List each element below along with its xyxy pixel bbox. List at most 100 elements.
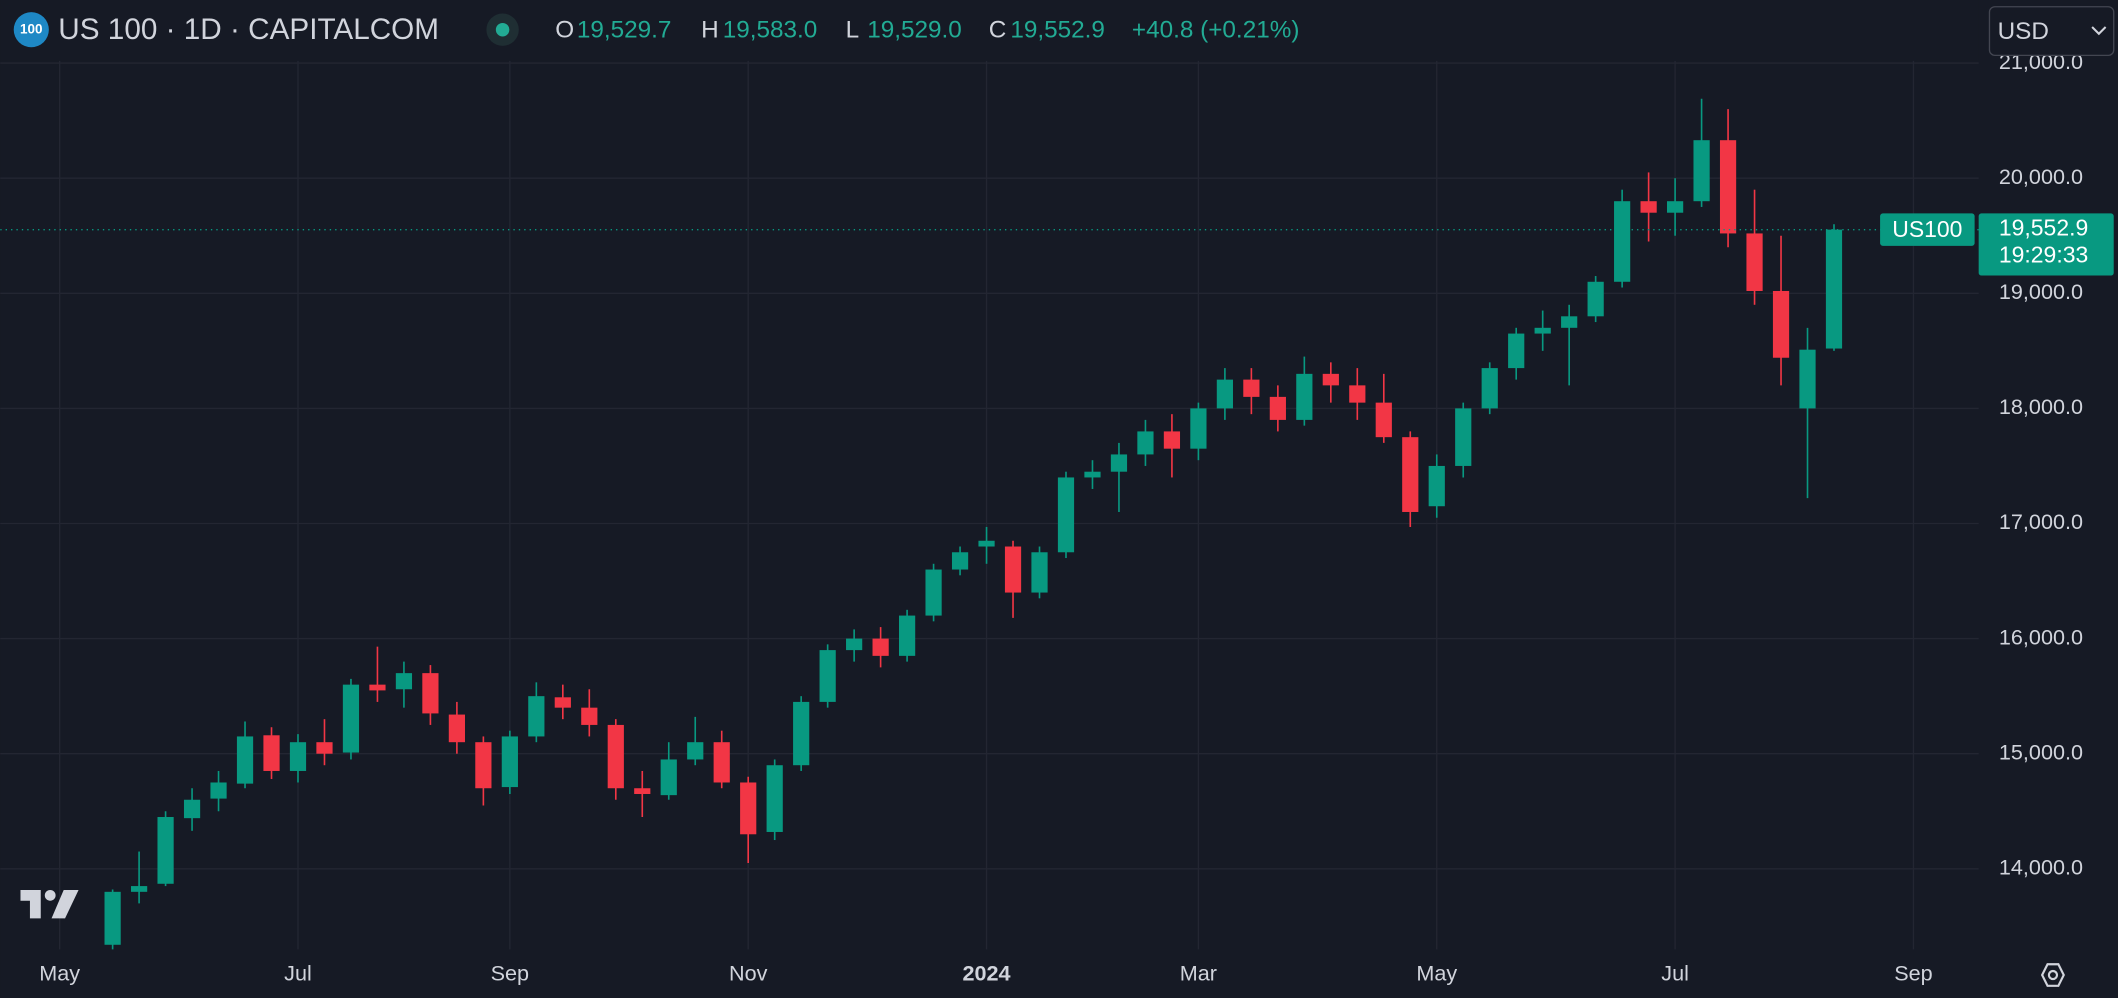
candle-body [1772,290,1790,358]
candle-body [1190,408,1207,449]
candle-body [872,638,889,656]
candle-body [395,673,413,690]
ohlc-value: 19,583.0 [723,16,818,43]
symbol-title[interactable]: US 100 · 1D · CAPITALCOM [58,13,439,46]
candle-body [634,788,651,794]
y-tick-label: 19,000.0 [1999,279,2083,304]
ohlc-key: O [555,16,574,43]
ohlc-value: 19,552.9 [1010,16,1105,43]
currency-label[interactable]: USD [1998,18,2049,45]
ohlc-key: C [989,16,1007,43]
candle-body [1455,408,1472,466]
candle-body [1481,368,1498,409]
candle-body [1243,379,1260,397]
ohlc-key: H [701,16,719,43]
candle-body [819,650,836,702]
candle-body [342,684,360,753]
candle-body [1614,201,1631,282]
candle-body [1163,431,1181,449]
settings-icon[interactable] [2040,963,2065,987]
y-tick-label: 18,000.0 [1999,394,2083,419]
candle-body [422,673,439,714]
y-tick-label: 17,000.0 [1999,509,2083,534]
candle-body [1402,437,1419,512]
price-tag [1978,213,2114,276]
tv-logo [20,889,79,919]
candle-body [1349,385,1366,403]
candle-body [1693,140,1710,202]
candle-body [1137,431,1154,455]
x-tick-label: Jul [284,961,312,986]
candle-body [316,742,333,754]
x-tick-label: Mar [1180,961,1217,986]
candle-body [1799,349,1816,409]
candle-body [687,742,704,760]
candle-body [1004,546,1022,593]
candle-body [1375,402,1392,438]
candle-body [501,736,518,788]
badge-text: 100 [20,21,43,36]
candle-body [369,684,386,691]
candle-body [1508,333,1525,369]
symbol-tag [1880,213,1975,246]
candle-body [1296,373,1313,420]
candle-body [1031,552,1048,593]
candle-body [528,696,545,737]
price-tag-value: 19,552.9 [1999,215,2088,241]
price-countdown: 19:29:33 [1999,242,2088,268]
candle-body [1428,465,1445,507]
candle-body [1666,201,1684,213]
header-bg [0,0,1979,61]
candle-body [104,891,121,945]
candle-body [951,552,969,570]
change: +40.8 (+0.21%) [1132,16,1300,43]
candle-body [1719,140,1737,234]
x-tick-label: 2024 [963,961,1011,986]
candle-body [1269,396,1286,420]
axes: 14,000.0 15,000.0 16,000.0 17,000.0 18,000.0… [39,49,2114,986]
candle-body [1825,229,1843,349]
ohlc-value: 19,529.7 [577,16,672,43]
candle-body [157,817,174,884]
candle-body [846,638,863,651]
candle-body [713,742,730,783]
y-tick-label: 14,000.0 [1999,855,2083,880]
candle-body [289,742,307,771]
symbol-badge [13,12,49,48]
currency-caret [2091,26,2107,36]
x-tick-label: Sep [491,961,529,986]
candle-body [1322,373,1339,386]
candle-body [554,697,571,708]
candle-body [130,886,148,892]
currency-button[interactable] [1988,6,2115,57]
x-tick-label: Jul [1661,961,1689,986]
candle-body [448,714,465,743]
candle-body [660,759,677,796]
candle-body [978,540,995,547]
candle-body [1561,316,1578,328]
x-tick-label: May [39,961,80,986]
status-dot [495,22,510,37]
candle-body [581,707,598,725]
candle-body [183,799,201,819]
symbol-tag-label: US100 [1892,216,1962,242]
candle-body [740,782,757,835]
ohlc-legend: O 19,529.7 H 19,583.0 L 19,529.0 C 19,552.9 [555,16,1105,43]
candle-body [1057,477,1075,553]
plot-area [0,98,1979,950]
candle-body [766,765,783,832]
x-tick-label: Sep [1894,961,1932,986]
ohlc-value: 19,529.0 [867,16,962,43]
candle-body [607,724,624,789]
y-tick-label: 16,000.0 [1999,624,2083,649]
candle-body [475,742,492,789]
candle-body [925,569,942,616]
candle-body [1746,233,1763,291]
candle-body [1110,454,1128,472]
candle-body [1216,379,1233,409]
y-tick-label: 20,000.0 [1999,164,2083,189]
candle-body [793,701,810,766]
candle-body [236,736,254,784]
x-tick-label: May [1416,961,1457,986]
